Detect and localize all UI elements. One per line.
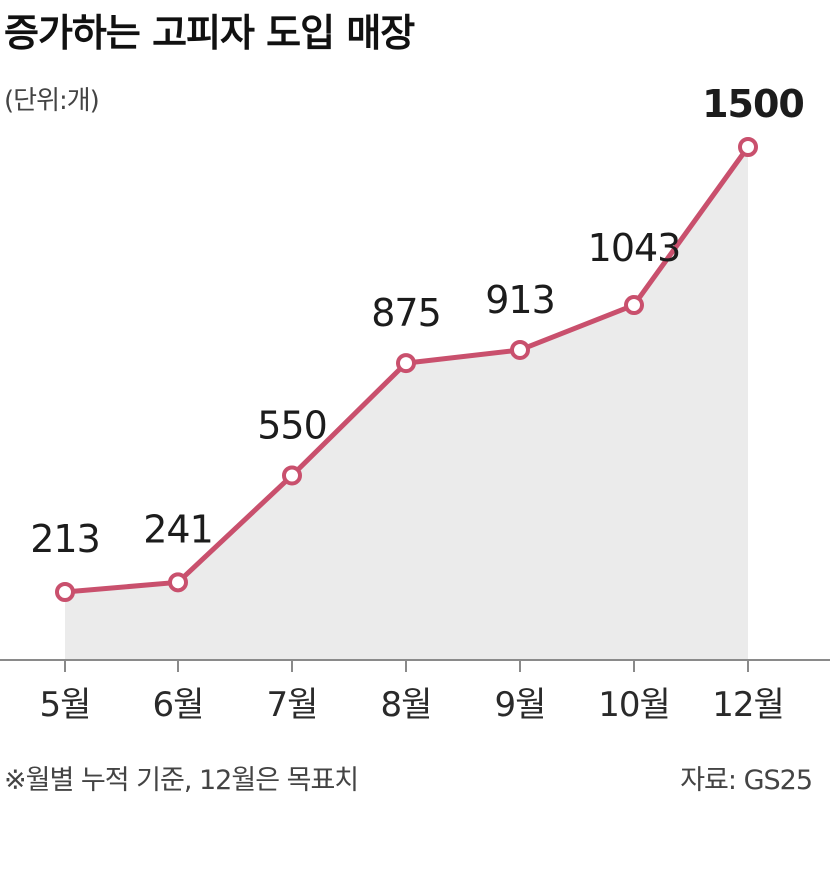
data-point-8월 [396,353,416,374]
footnote: ※월별 누적 기준, 12월은 목표치 [4,765,359,796]
source-credit: 자료: GS25 [680,765,813,796]
x-tick-label: 7월 [267,685,318,725]
value-label: 241 [143,507,213,551]
data-point-10월 [624,295,644,316]
x-tick-label: 5월 [40,685,91,725]
data-point-9월 [510,339,530,360]
x-tick-label: 10월 [598,685,670,725]
x-tick-label: 9월 [495,685,546,725]
unit-label: (단위:개) [4,86,100,116]
x-tick-label: 8월 [381,685,432,725]
data-point-5월 [55,582,75,602]
value-label: 875 [371,291,441,335]
data-point-7월 [282,465,302,486]
area-fill [65,147,748,660]
value-label: 1043 [588,226,681,270]
value-label: 550 [257,403,327,447]
x-tick-label: 6월 [153,685,204,725]
chart-title: 증가하는 고피자 도입 매장 [4,11,415,55]
value-label: 913 [485,278,555,322]
data-point-6월 [168,572,188,593]
value-label: 213 [30,517,100,561]
data-point-12월 [738,137,758,157]
x-tick-label: 12월 [712,685,784,725]
value-label: 1500 [702,82,804,126]
